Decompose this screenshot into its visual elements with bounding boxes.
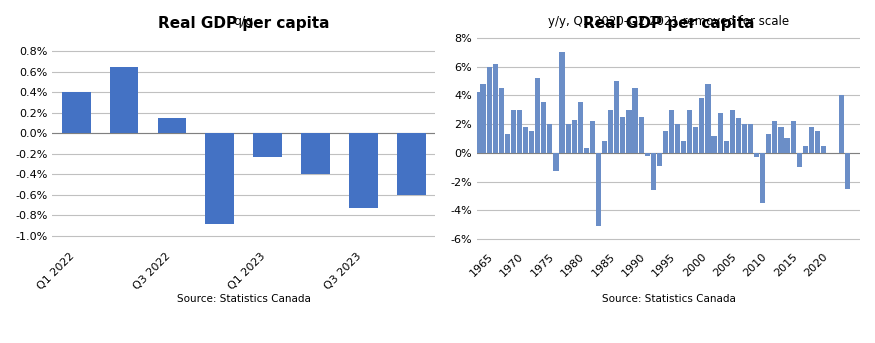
Bar xyxy=(511,110,516,153)
Bar xyxy=(645,153,650,156)
Bar xyxy=(821,145,826,153)
Bar xyxy=(736,118,741,153)
Bar xyxy=(301,133,330,174)
Bar xyxy=(718,113,723,153)
Bar xyxy=(517,110,522,153)
Bar xyxy=(523,127,528,153)
Bar xyxy=(760,153,766,203)
Bar xyxy=(639,117,644,153)
Bar xyxy=(547,124,552,153)
Bar xyxy=(206,133,235,224)
Bar xyxy=(845,153,850,189)
Bar xyxy=(578,103,583,153)
Bar xyxy=(559,52,564,153)
Bar xyxy=(808,127,814,153)
Bar xyxy=(614,81,620,153)
Bar xyxy=(590,121,595,153)
Bar xyxy=(571,120,577,153)
Bar xyxy=(779,127,783,153)
Bar xyxy=(349,133,378,208)
Bar xyxy=(754,153,760,157)
Bar xyxy=(62,92,90,133)
Bar xyxy=(815,131,820,153)
Bar xyxy=(785,139,789,153)
Bar xyxy=(675,124,680,153)
Bar xyxy=(480,84,486,153)
Bar xyxy=(565,124,570,153)
Bar xyxy=(651,153,656,190)
Bar xyxy=(596,153,601,226)
Bar xyxy=(790,121,795,153)
Bar xyxy=(158,118,186,133)
Bar xyxy=(584,149,589,153)
Bar xyxy=(620,117,626,153)
Bar xyxy=(109,67,138,133)
Bar xyxy=(397,133,426,195)
Bar xyxy=(499,88,504,153)
Bar xyxy=(254,133,282,157)
Bar xyxy=(505,134,510,153)
Bar xyxy=(663,131,668,153)
Bar xyxy=(681,141,686,153)
Title: Real GDP per capita: Real GDP per capita xyxy=(158,16,330,31)
Bar xyxy=(802,145,808,153)
Bar xyxy=(766,134,772,153)
Text: Source: Statistics Canada: Source: Statistics Canada xyxy=(601,294,735,304)
Text: y/y, Q1 2020-Q2 2021 removed for scale: y/y, Q1 2020-Q2 2021 removed for scale xyxy=(548,15,789,28)
Bar xyxy=(493,64,498,153)
Bar xyxy=(796,153,802,167)
Bar xyxy=(748,124,753,153)
Bar xyxy=(633,88,638,153)
Bar xyxy=(468,98,473,153)
Bar xyxy=(657,153,662,166)
Bar xyxy=(668,110,674,153)
Text: q/q: q/q xyxy=(234,15,254,28)
Bar xyxy=(687,110,692,153)
Bar xyxy=(773,121,778,153)
Bar xyxy=(742,124,747,153)
Bar xyxy=(536,78,541,153)
Bar xyxy=(626,110,632,153)
Text: Source: Statistics Canada: Source: Statistics Canada xyxy=(177,294,311,304)
Bar xyxy=(693,127,698,153)
Bar xyxy=(839,95,844,153)
Bar xyxy=(730,110,735,153)
Bar xyxy=(602,141,607,153)
Bar xyxy=(487,67,492,153)
Bar xyxy=(474,92,480,153)
Bar xyxy=(542,103,546,153)
Bar xyxy=(553,153,558,172)
Bar xyxy=(705,84,710,153)
Bar xyxy=(608,110,613,153)
Bar xyxy=(724,141,729,153)
Title: Real GDP per capita: Real GDP per capita xyxy=(583,16,754,31)
Bar xyxy=(711,135,717,153)
Bar xyxy=(529,131,535,153)
Bar xyxy=(699,98,704,153)
